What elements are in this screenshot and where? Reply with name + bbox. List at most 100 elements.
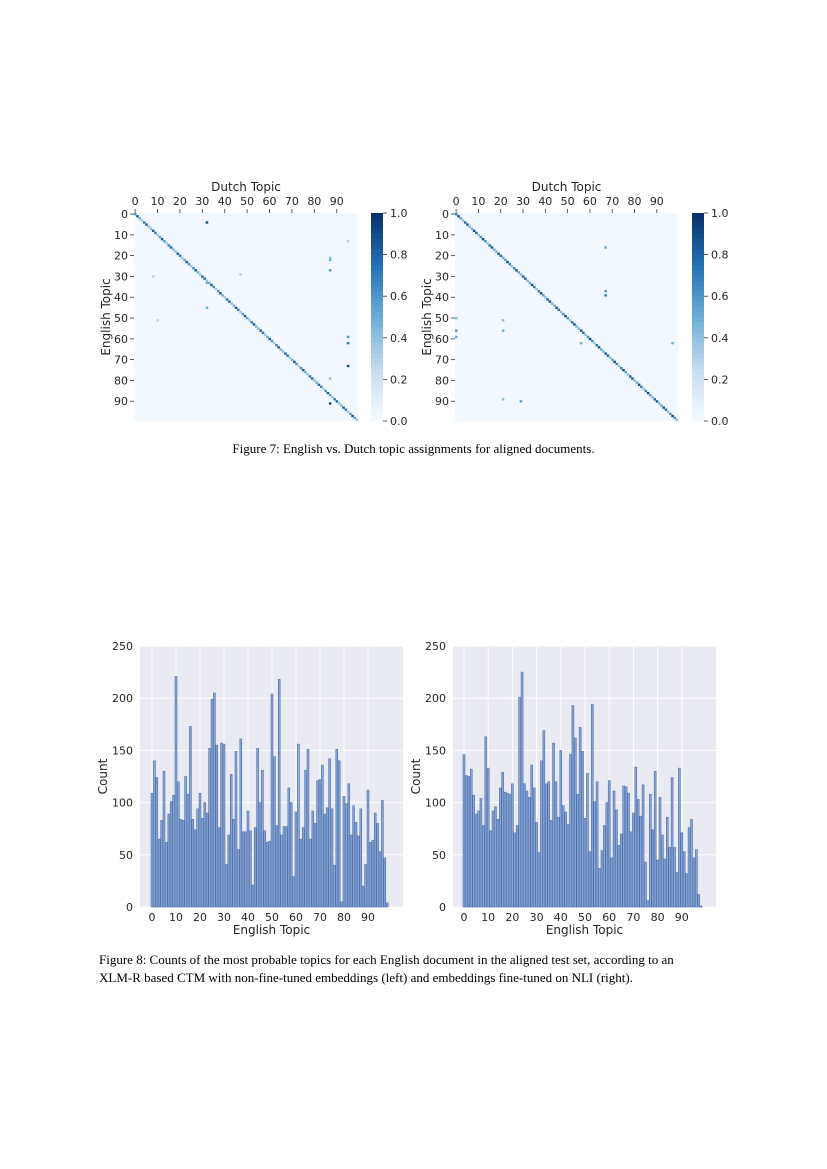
colorbar-segment: [371, 218, 383, 224]
bar: [685, 873, 688, 908]
heatmap-cell-diagonal: [550, 302, 554, 305]
heatmap-cell-diagonal: [326, 391, 330, 395]
colorbar-segment: [692, 389, 704, 396]
heatmap-cell-diagonal: [602, 350, 605, 353]
y-tick-label: 100: [425, 797, 446, 810]
bar: [576, 793, 580, 908]
heatmap-cell-diagonal: [455, 213, 458, 216]
bar: [203, 802, 207, 908]
bar: [265, 841, 269, 908]
heatmap-cell-diagonal: [553, 304, 556, 307]
heatmap-cell-diagonal: [252, 323, 256, 326]
colorbar-segment: [692, 306, 704, 313]
colorbar-segment: [371, 348, 383, 354]
bar: [465, 775, 468, 908]
heatmap-cell: [501, 319, 505, 322]
heatmap-cell-diagonal: [591, 339, 594, 343]
heatmap-cell-diagonal: [570, 321, 574, 324]
colorbar-segment: [692, 405, 704, 411]
bar: [282, 826, 286, 908]
colorbar-segment: [371, 249, 383, 255]
bar: [273, 756, 276, 908]
heatmap-cell-diagonal: [239, 310, 242, 314]
heatmap-cell-diagonal: [136, 215, 139, 218]
heatmap-cell-diagonal: [675, 418, 679, 422]
heatmap-cell-diagonal: [651, 396, 654, 399]
bar: [215, 744, 219, 908]
bar: [540, 760, 543, 908]
bar: [268, 840, 271, 908]
bar: [494, 806, 497, 908]
heatmap-cell-diagonal: [611, 358, 614, 361]
heatmap-cell-diagonal: [156, 233, 159, 237]
colorbar-segment: [371, 415, 383, 422]
x-axis-label: Dutch Topic: [532, 180, 602, 194]
colorbar-segment: [692, 358, 704, 365]
bar: [590, 704, 594, 908]
heatmap-cell-diagonal: [504, 258, 507, 262]
bar: [179, 819, 183, 908]
x-tick-label: 60: [602, 911, 616, 924]
y-tick-label: 250: [112, 640, 133, 653]
bar: [270, 693, 274, 908]
bar: [484, 736, 488, 908]
bar: [383, 857, 387, 908]
bar: [682, 851, 686, 908]
x-axis-label: English Topic: [546, 923, 623, 937]
y-tick-label: 20: [435, 250, 449, 263]
heatmap-cell: [455, 335, 458, 339]
x-tick-label: 30: [217, 911, 231, 924]
heatmap-cell-diagonal: [530, 283, 534, 287]
bar: [222, 743, 226, 908]
colorbar-segment: [371, 270, 383, 276]
heatmap-cell-diagonal: [190, 265, 193, 268]
bar: [532, 787, 536, 908]
bar: [294, 811, 298, 908]
bar: [229, 774, 233, 908]
heatmap-cell-diagonal: [234, 306, 238, 309]
bar: [658, 797, 662, 908]
heatmap-cell: [328, 402, 332, 405]
heatmap-cell: [239, 273, 242, 276]
heatmap-cell-diagonal: [541, 294, 545, 297]
heatmap-cell-diagonal: [517, 271, 520, 274]
colorbar-segment: [692, 275, 704, 281]
heatmap-cell-diagonal: [286, 354, 289, 357]
bar: [687, 827, 691, 908]
heatmap-cell-diagonal: [633, 379, 636, 382]
bar: [595, 781, 599, 908]
bar: [347, 783, 351, 908]
bar: [673, 847, 676, 908]
heatmap-cell-diagonal: [297, 364, 301, 368]
heatmap-cell-diagonal: [497, 252, 500, 255]
bar: [261, 769, 264, 908]
heatmap-cell-diagonal: [250, 321, 254, 324]
heatmap-cell-diagonal: [555, 306, 558, 309]
colorbar-segment: [692, 369, 704, 375]
heatmap-cell-diagonal: [653, 398, 656, 401]
heatmap-cell-diagonal: [308, 375, 312, 378]
heatmap-cell-diagonal: [606, 354, 610, 357]
bar: [574, 737, 577, 908]
colorbar-tick-label: 0.0: [711, 415, 729, 428]
bar: [369, 841, 372, 908]
heatmap-cell-diagonal: [281, 350, 285, 353]
bar: [189, 726, 192, 908]
colorbar-segment: [692, 270, 704, 276]
bar: [225, 863, 228, 908]
colorbar-segment: [692, 228, 704, 235]
bar: [177, 781, 180, 908]
heatmap-cell-diagonal: [335, 400, 339, 403]
heatmap-cell-diagonal: [468, 225, 471, 228]
heatmap-cell-diagonal: [637, 383, 641, 386]
bar: [588, 851, 592, 908]
heatmap-cell-diagonal: [145, 223, 148, 226]
y-tick-label: 0: [442, 208, 449, 221]
bar: [263, 830, 267, 908]
heatmap-cell-diagonal: [586, 335, 590, 339]
x-tick-label: 70: [313, 911, 327, 924]
heatmap-cell: [346, 364, 350, 368]
bar: [241, 831, 245, 908]
bar: [586, 773, 589, 908]
